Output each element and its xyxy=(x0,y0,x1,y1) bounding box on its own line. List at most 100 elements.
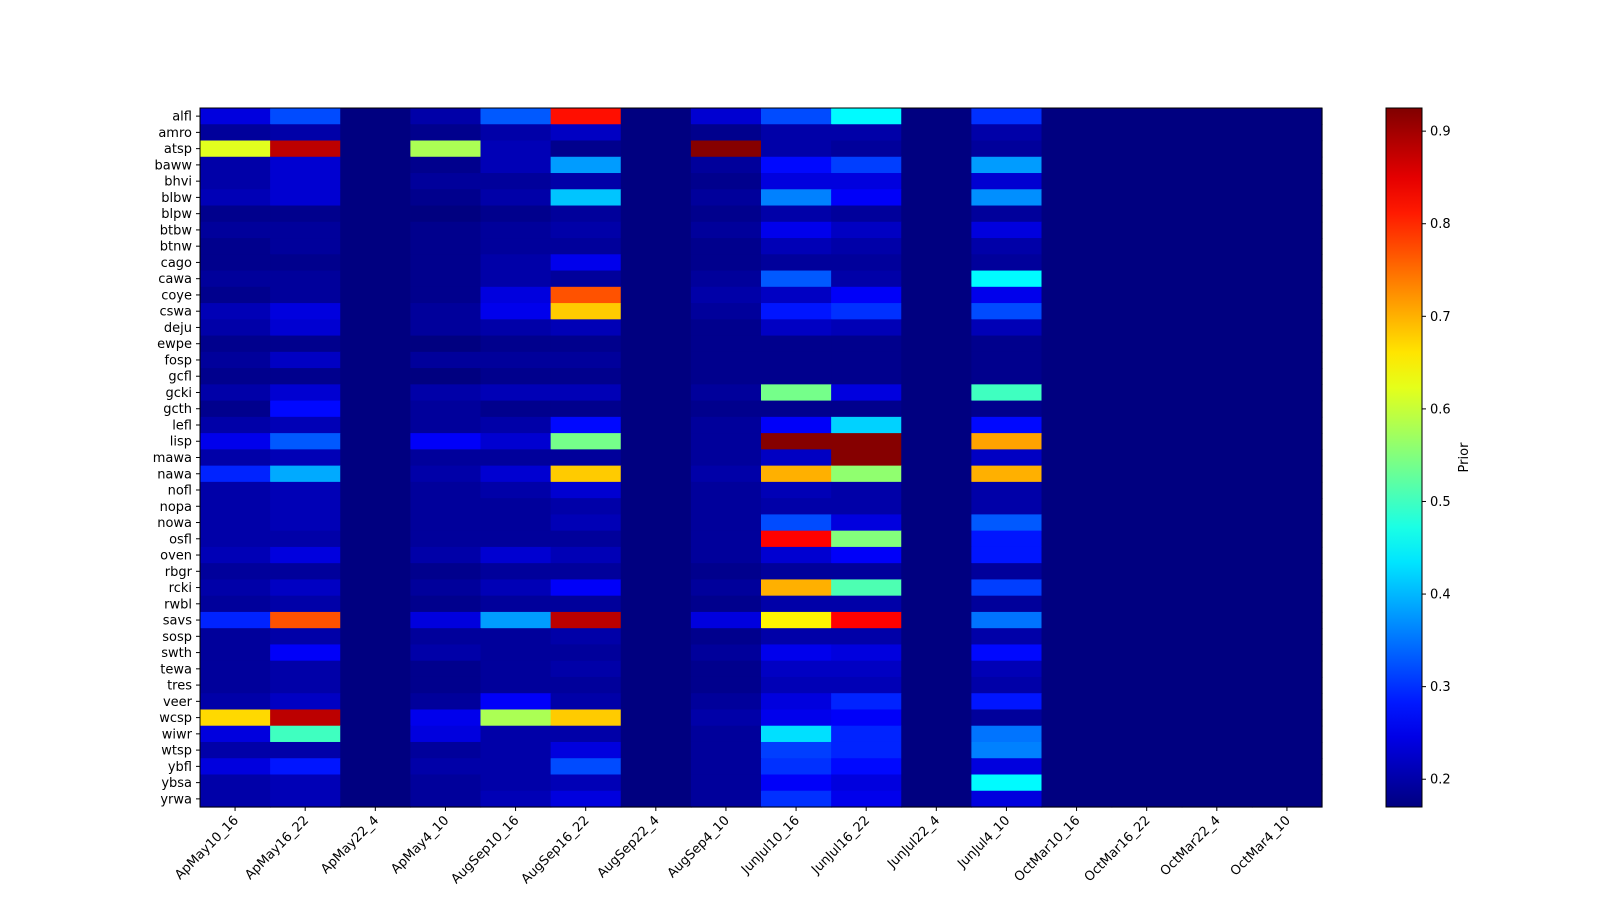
heatmap-cell-amro-ApMay22_4 xyxy=(340,124,411,142)
heatmap-cell-nopa-JunJul16_22 xyxy=(831,498,902,515)
heatmap-cell-mawa-AugSep10_16 xyxy=(480,449,552,467)
column-tick-label: AugSep22_4 xyxy=(595,813,663,881)
heatmap-cell-nowa-ApMay10_16 xyxy=(200,514,271,532)
heatmap-cell-atsp-OctMar4_10 xyxy=(1251,140,1323,158)
colorbar xyxy=(1385,107,1423,808)
heatmap-cell-atsp-AugSep16_22 xyxy=(550,140,622,158)
heatmap-cell-atsp-OctMar22_4 xyxy=(1181,140,1253,158)
heatmap-cell-amro-AugSep10_16 xyxy=(480,124,552,142)
heatmap-cell-alfl-ApMay22_4 xyxy=(340,108,411,125)
heatmap-cell-deju-JunJul22_4 xyxy=(901,319,972,337)
heatmap-cell-rbgr-OctMar4_10 xyxy=(1251,563,1323,581)
heatmap-cell-lefl-ApMay10_16 xyxy=(200,416,271,434)
heatmap-cell-wtsp-AugSep4_10 xyxy=(690,741,762,759)
heatmap-cell-wtsp-AugSep16_22 xyxy=(550,741,622,759)
heatmap-cell-rbgr-AugSep4_10 xyxy=(690,563,762,581)
heatmap-cell-rbgr-ApMay22_4 xyxy=(340,563,411,581)
heatmap-cell-coye-AugSep4_10 xyxy=(690,286,762,304)
heatmap-cell-btnw-JunJul16_22 xyxy=(831,238,902,255)
heatmap-cell-wtsp-ApMay22_4 xyxy=(340,741,411,759)
heatmap-cell-yrwa-OctMar4_10 xyxy=(1251,790,1323,808)
heatmap-cell-oven-JunJul16_22 xyxy=(831,546,902,564)
heatmap-cell-nofl-OctMar22_4 xyxy=(1181,481,1253,499)
heatmap-cell-ybsa-OctMar22_4 xyxy=(1181,774,1253,792)
heatmap-cell-cago-OctMar22_4 xyxy=(1181,254,1253,272)
heatmap-cell-blbw-AugSep10_16 xyxy=(480,189,552,207)
heatmap-cell-rcki-ApMay16_22 xyxy=(270,579,341,597)
heatmap-cell-wcsp-OctMar10_16 xyxy=(1041,709,1113,727)
heatmap-cell-veer-OctMar22_4 xyxy=(1181,693,1253,711)
heatmap-cell-fosp-AugSep16_22 xyxy=(550,351,622,369)
heatmap-cell-nofl-ApMay4_10 xyxy=(410,481,482,499)
heatmap-cell-blpw-OctMar16_22 xyxy=(1111,205,1183,223)
heatmap-cell-amro-OctMar4_10 xyxy=(1251,124,1323,142)
heatmap-cell-blpw-JunJul4_10 xyxy=(971,205,1043,223)
heatmap-cell-nowa-JunJul10_16 xyxy=(761,514,832,532)
heatmap-cell-ewpe-OctMar4_10 xyxy=(1251,335,1323,353)
heatmap-cell-btbw-AugSep4_10 xyxy=(690,221,762,239)
heatmap-cell-gcth-JunJul10_16 xyxy=(761,400,832,418)
heatmap-cell-nopa-AugSep4_10 xyxy=(690,498,762,515)
row-tick-label: osfl xyxy=(169,532,192,547)
heatmap-cell-osfl-AugSep4_10 xyxy=(690,530,762,548)
row-tick-label: rcki xyxy=(169,581,192,596)
heatmap-cell-nopa-AugSep10_16 xyxy=(480,498,552,515)
heatmap-cell-blpw-JunJul16_22 xyxy=(831,205,902,223)
heatmap-cell-sosp-JunJul10_16 xyxy=(761,628,832,646)
heatmap-cell-oven-ApMay16_22 xyxy=(270,546,341,564)
row-tick-label: wcsp xyxy=(159,711,192,726)
heatmap-cell-nowa-JunJul4_10 xyxy=(971,514,1043,532)
heatmap-cell-bhvi-AugSep22_4 xyxy=(620,173,692,190)
heatmap-cell-veer-ApMay10_16 xyxy=(200,693,271,711)
heatmap-cell-nopa-OctMar22_4 xyxy=(1181,498,1253,515)
heatmap-cell-veer-AugSep16_22 xyxy=(550,693,622,711)
heatmap-cell-swth-OctMar22_4 xyxy=(1181,644,1253,662)
heatmap-cell-blbw-JunJul16_22 xyxy=(831,189,902,207)
heatmap-cell-atsp-ApMay10_16 xyxy=(200,140,271,158)
column-tick-label: JunJul22_4 xyxy=(884,813,943,872)
heatmap-cell-wtsp-OctMar4_10 xyxy=(1251,741,1323,759)
colorbar-tick-label: 0.9 xyxy=(1430,125,1451,140)
heatmap-cell-alfl-JunJul10_16 xyxy=(761,108,832,125)
heatmap-cell-ybsa-ApMay22_4 xyxy=(340,774,411,792)
heatmap-cell-ybfl-ApMay4_10 xyxy=(410,758,482,776)
heatmap-cell-osfl-JunJul22_4 xyxy=(901,530,972,548)
heatmap-cell-mawa-OctMar4_10 xyxy=(1251,449,1323,467)
heatmap-cell-tewa-OctMar16_22 xyxy=(1111,660,1183,678)
row-tick-label: blbw xyxy=(161,191,192,206)
heatmap-cell-ewpe-JunJul22_4 xyxy=(901,335,972,353)
heatmap-cell-osfl-ApMay22_4 xyxy=(340,530,411,548)
heatmap-cell-alfl-AugSep16_22 xyxy=(550,108,622,125)
column-tick-label: ApMay16_22 xyxy=(242,813,312,883)
heatmap-cell-savs-JunJul4_10 xyxy=(971,611,1043,629)
heatmap-cell-oven-OctMar4_10 xyxy=(1251,546,1323,564)
heatmap-cell-nawa-OctMar4_10 xyxy=(1251,465,1323,483)
heatmap-cell-baww-ApMay16_22 xyxy=(270,156,341,174)
heatmap-cell-ewpe-OctMar10_16 xyxy=(1041,335,1113,353)
heatmap-cell-osfl-AugSep22_4 xyxy=(620,530,692,548)
heatmap-cell-nowa-OctMar22_4 xyxy=(1181,514,1253,532)
heatmap-cell-lisp-ApMay22_4 xyxy=(340,433,411,450)
heatmap-cell-oven-JunJul10_16 xyxy=(761,546,832,564)
heatmap-cell-rwbl-ApMay22_4 xyxy=(340,595,411,613)
row-tick-label: cago xyxy=(161,256,192,271)
heatmap-cell-coye-AugSep10_16 xyxy=(480,286,552,304)
heatmap-cell-cago-ApMay4_10 xyxy=(410,254,482,272)
heatmap-cell-nofl-OctMar10_16 xyxy=(1041,481,1113,499)
heatmap-cell-deju-AugSep10_16 xyxy=(480,319,552,337)
heatmap-cell-nowa-ApMay4_10 xyxy=(410,514,482,532)
heatmap-cell-coye-ApMay4_10 xyxy=(410,286,482,304)
heatmap-cell-wiwr-JunJul22_4 xyxy=(901,725,972,743)
heatmap-cell-cawa-JunJul22_4 xyxy=(901,270,972,288)
heatmap-cell-amro-JunJul4_10 xyxy=(971,124,1043,142)
heatmap-cell-mawa-ApMay4_10 xyxy=(410,449,482,467)
heatmap-cell-ybfl-OctMar4_10 xyxy=(1251,758,1323,776)
heatmap-cell-btnw-AugSep22_4 xyxy=(620,238,692,255)
heatmap-cell-btnw-OctMar22_4 xyxy=(1181,238,1253,255)
heatmap-cell-swth-JunJul10_16 xyxy=(761,644,832,662)
heatmap-cell-yrwa-OctMar22_4 xyxy=(1181,790,1253,808)
heatmap-cell-gcfl-JunJul4_10 xyxy=(971,368,1043,385)
heatmap-cell-swth-ApMay10_16 xyxy=(200,644,271,662)
